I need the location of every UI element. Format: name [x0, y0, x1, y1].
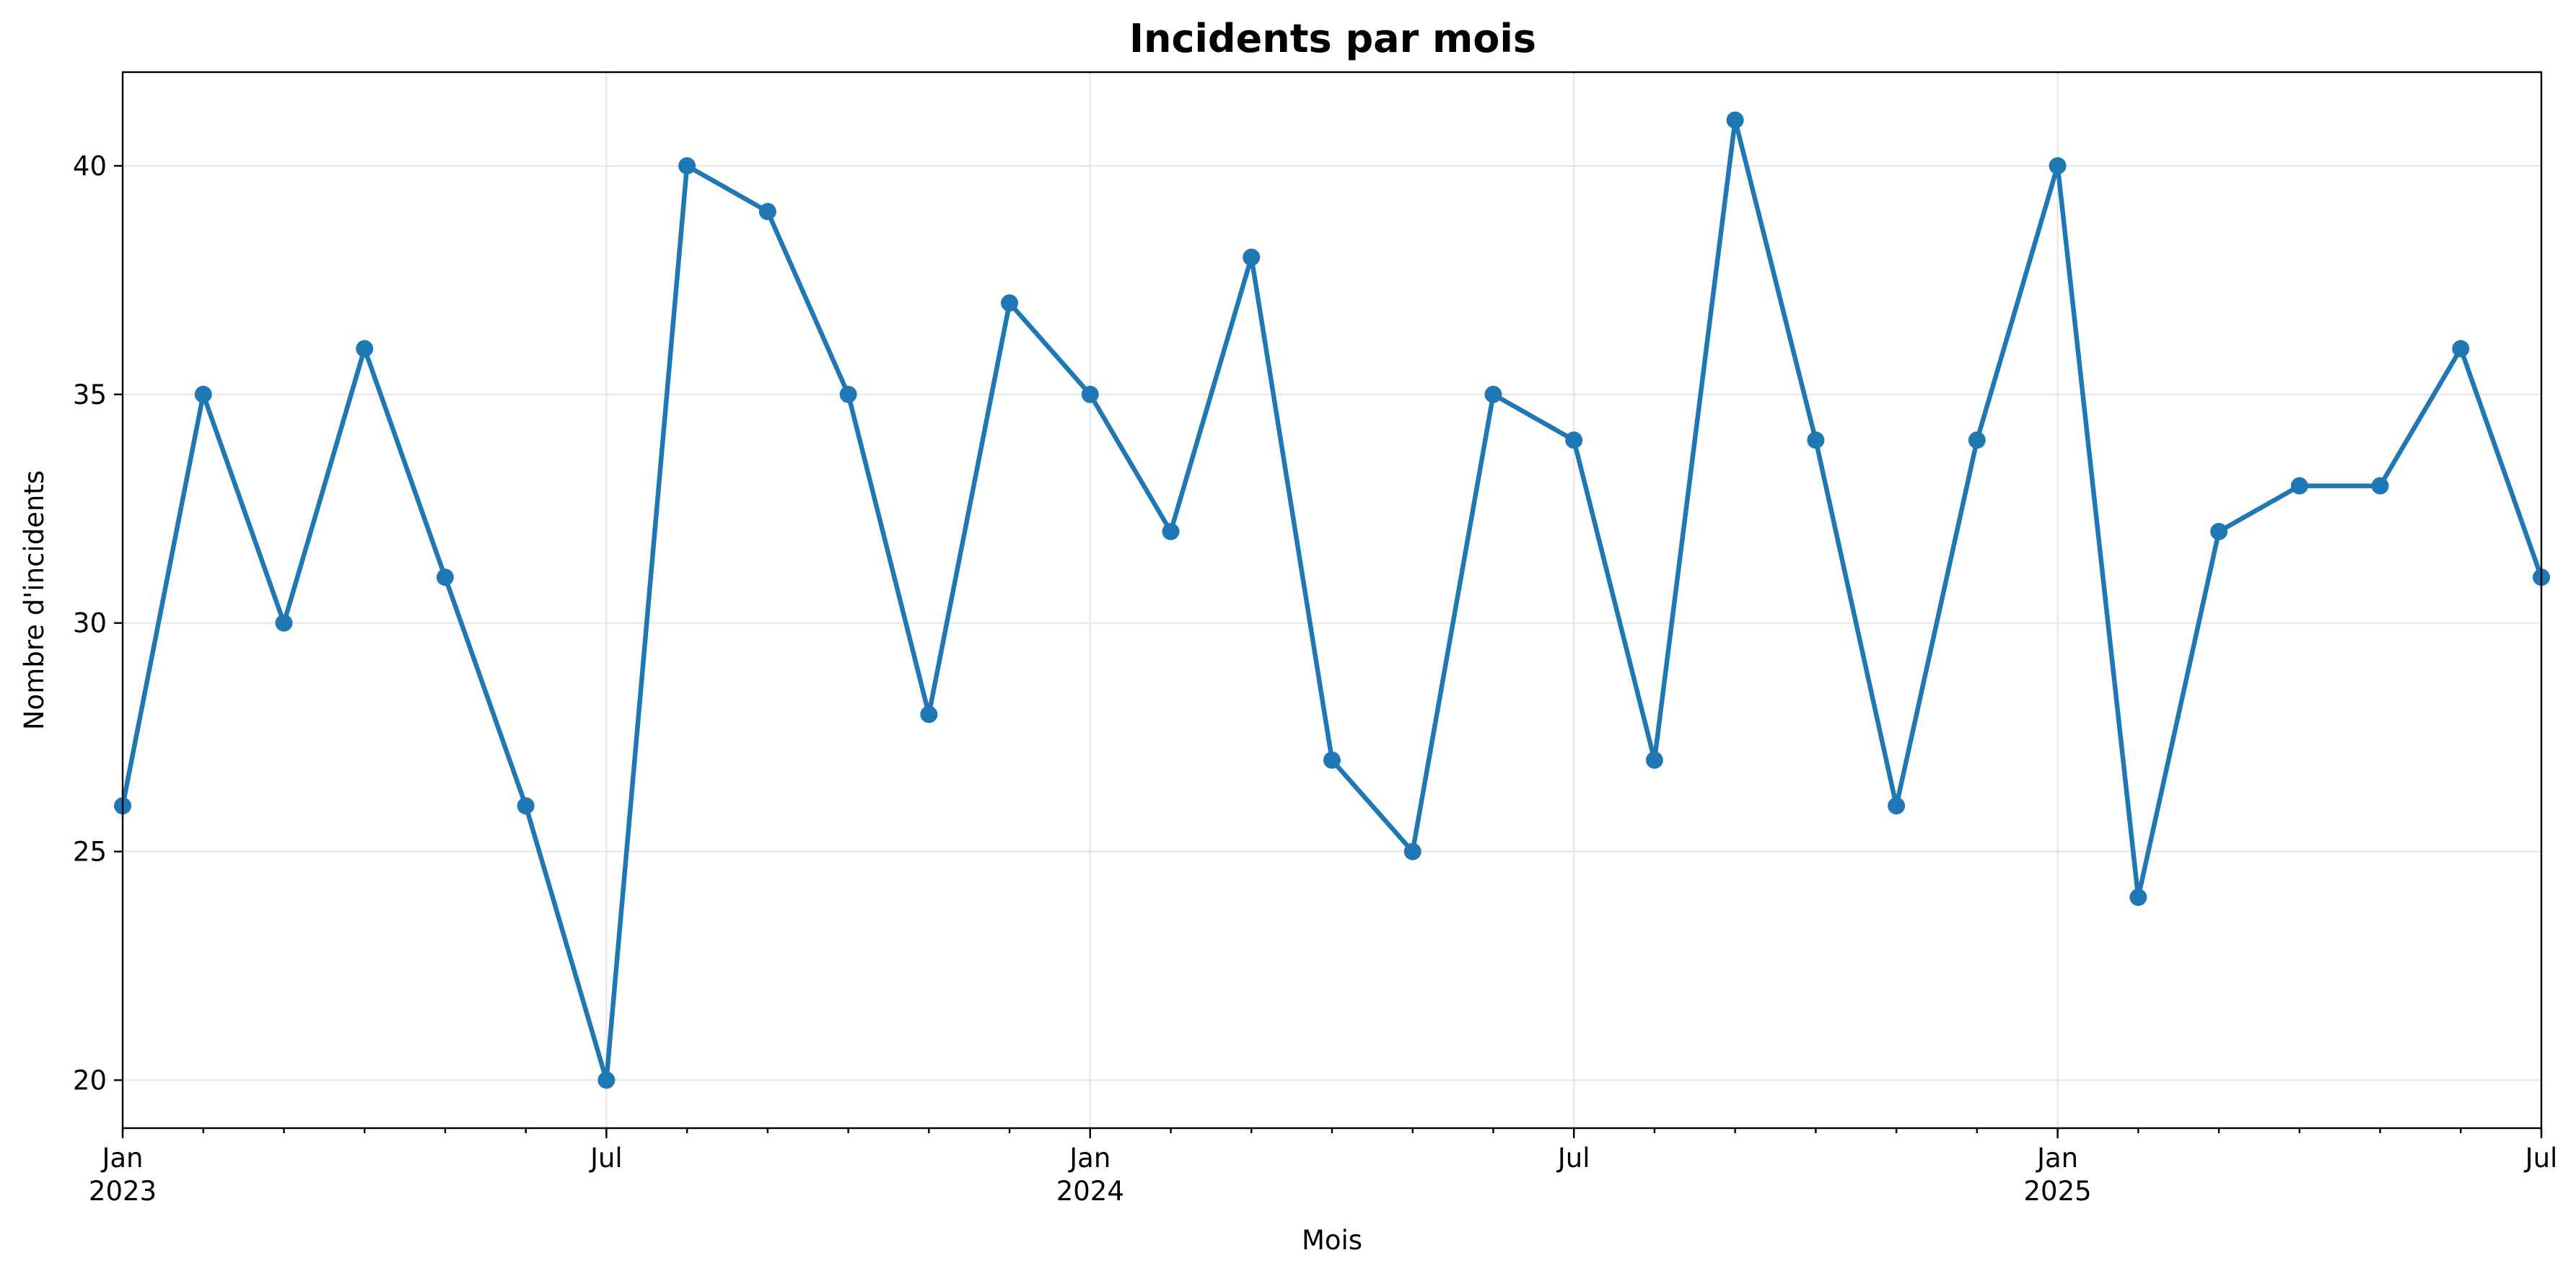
data-point [1162, 522, 1180, 540]
y-tick-label: 30 [73, 608, 107, 639]
data-point [758, 203, 776, 221]
x-tick-label: Jan [100, 1143, 143, 1174]
data-point [1403, 842, 1421, 861]
grid-lines [121, 72, 2543, 1128]
data-point [1645, 751, 1663, 769]
data-point [2129, 888, 2147, 906]
data-point [2452, 340, 2470, 358]
data-point [2210, 522, 2228, 540]
data-point [1968, 431, 1986, 449]
data-point [678, 157, 696, 175]
data-point [275, 614, 293, 632]
data-point [1565, 431, 1583, 449]
y-tick-label: 35 [73, 379, 107, 410]
data-point [1726, 111, 1744, 129]
data-point [2290, 477, 2308, 495]
data-point [1323, 751, 1341, 769]
x-tick-year-label: 2025 [2024, 1176, 2092, 1207]
data-point [1484, 385, 1502, 403]
x-axis-label: Mois [1302, 1225, 1362, 1256]
data-point [920, 705, 938, 723]
series-line [120, 118, 2544, 1083]
x-tick-label: Jan [1068, 1143, 1110, 1174]
data-point [1001, 294, 1019, 312]
data-point [1807, 431, 1825, 449]
data-point [1081, 385, 1099, 403]
data-point [1243, 248, 1261, 266]
data-point [597, 1071, 615, 1089]
chart-title: Incidents par mois [1129, 16, 1536, 61]
data-point [2049, 157, 2067, 175]
x-tick-label: Jul [2524, 1143, 2558, 1174]
plot-frame [121, 71, 2543, 1130]
x-tick-label: Jan [2036, 1143, 2078, 1174]
x-tick-label: Jul [1556, 1143, 1590, 1174]
x-tick-year-label: 2024 [1056, 1176, 1124, 1207]
data-point [2371, 477, 2389, 495]
y-tick-label: 40 [73, 151, 107, 182]
x-tick-year-label: 2023 [89, 1176, 157, 1207]
data-point [839, 385, 857, 403]
data-point [517, 797, 535, 815]
y-axis-label: Nombre d'incidents [19, 470, 50, 730]
data-point [194, 385, 212, 403]
y-tick-label: 25 [73, 837, 107, 868]
y-tick-label: 20 [73, 1065, 107, 1096]
data-point [356, 340, 374, 358]
series-layer [114, 111, 2550, 1089]
data-point [436, 568, 454, 586]
x-tick-label: Jul [589, 1143, 623, 1174]
data-point [1888, 797, 1906, 815]
